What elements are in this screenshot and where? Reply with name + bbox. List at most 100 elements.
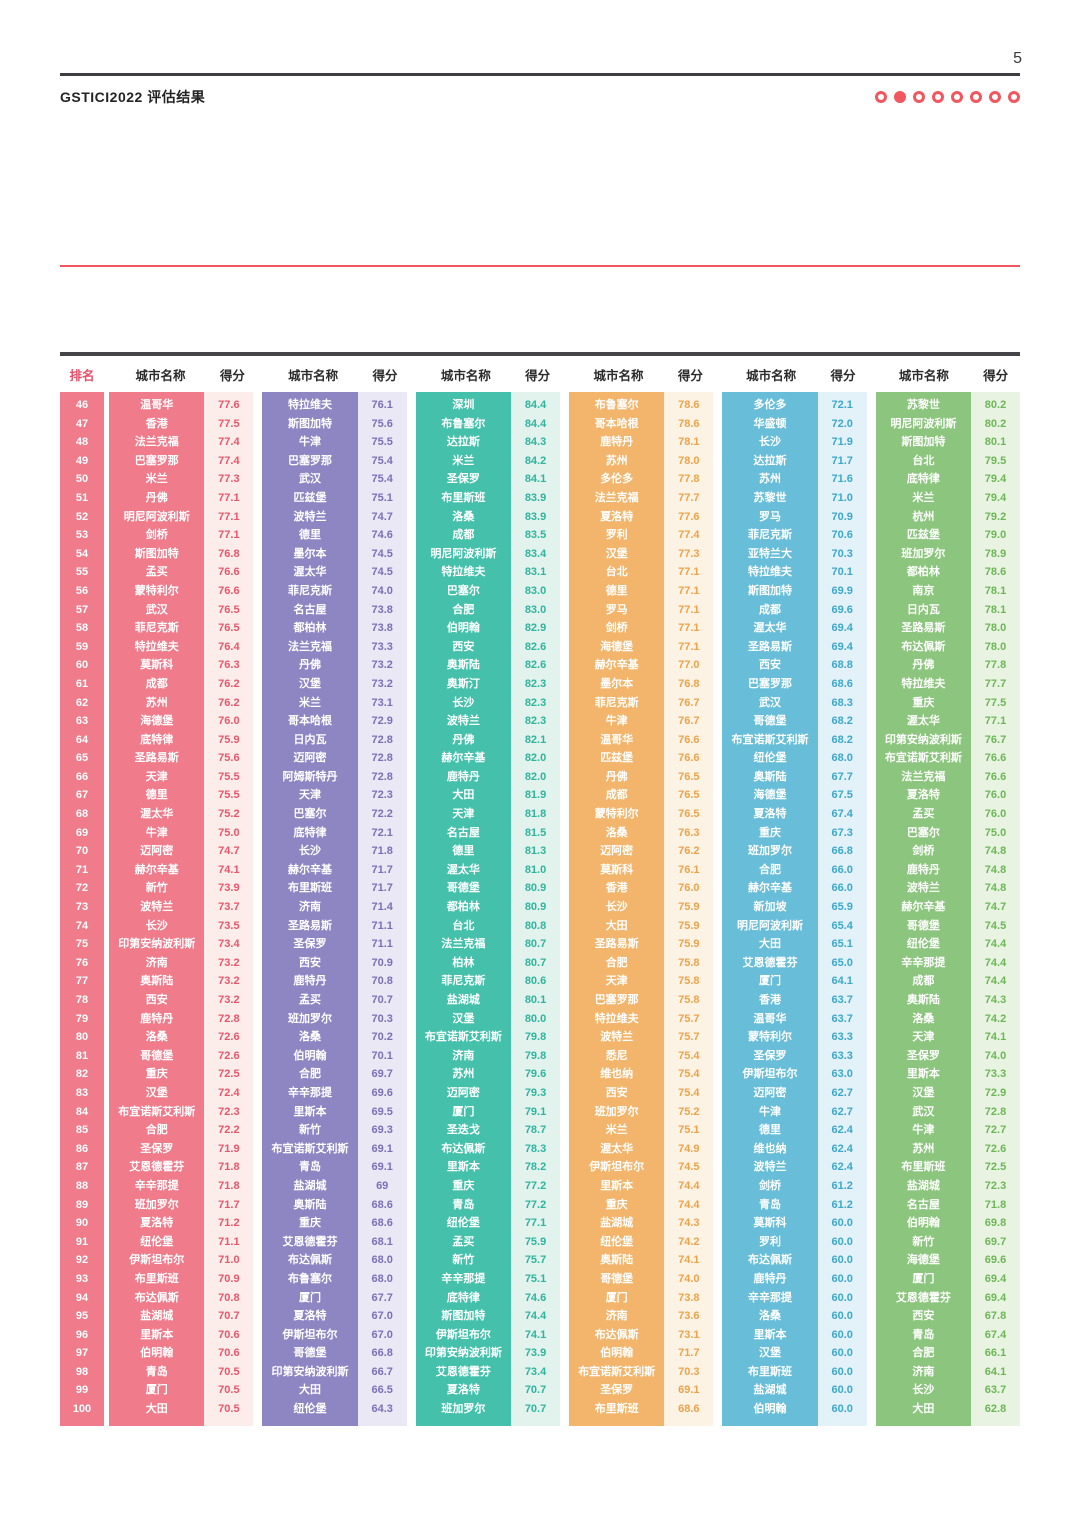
city-cell: 底特律 [140,733,174,746]
city-cell: 奥斯陆 [140,975,174,988]
rank-cell: 94 [75,1291,89,1304]
score-header: 得分 [525,368,551,383]
score-cell: 80.9 [524,901,547,914]
city-cell: 巴塞尔 [906,826,940,839]
city-cell: 名古屋 [293,603,327,616]
score-cell: 72.6 [984,1142,1007,1155]
score-cell: 68.2 [831,715,853,728]
score-cell: 75.1 [678,1124,700,1137]
city-cell: 罗利 [759,1235,782,1248]
city-cell: 多伦多 [600,473,634,486]
score-cell: 62.4 [831,1142,853,1155]
city-cell: 伯明翰 [446,622,480,635]
city-cell: 波特兰 [600,1031,634,1044]
city-cell: 哥德堡 [600,1272,634,1285]
city-cell: 布宜诺斯艾利斯 [271,1142,349,1155]
score-cell: 77.0 [678,659,700,672]
score-cell: 72.2 [218,1124,240,1137]
city-cell: 剑桥 [145,529,168,542]
score-cell: 68.8 [831,659,853,672]
score-cell: 75.7 [524,1254,547,1267]
city-cell: 布宜诺斯艾利斯 [731,733,809,746]
rank-cell: 54 [75,547,89,560]
city-cell: 大田 [759,938,782,951]
city-cell: 新竹 [299,1124,322,1137]
city-cell: 布鲁塞尔 [594,399,639,411]
city-cell: 夏洛特 [140,1217,174,1230]
city-cell: 夏洛特 [753,808,787,821]
score-cell: 68.6 [678,1403,700,1416]
city-cell: 厦门 [912,1272,935,1285]
score-cell: 60.0 [831,1365,853,1378]
score-cell: 69.6 [371,1086,393,1099]
city-cell: 汉堡 [452,1012,475,1025]
score-cell: 82.3 [524,715,547,728]
city-cell: 青岛 [452,1198,475,1211]
score-cell: 75.2 [678,1105,700,1118]
pagination-dot-active [894,91,906,103]
table-top-bar [60,352,1020,356]
city-cell: 特拉维夫 [594,1012,639,1025]
rank-cell: 81 [75,1049,89,1062]
city-cell: 布达佩斯 [134,1291,179,1304]
score-cell: 70.9 [831,510,853,523]
city-cell: 布里斯班 [901,1161,946,1174]
rank-cell: 60 [75,659,89,672]
score-cell: 75.5 [371,436,393,449]
score-cell: 74.2 [984,1012,1007,1025]
city-cell: 纽伦堡 [446,1217,480,1230]
city-cell: 重庆 [299,1217,322,1230]
score-cell: 77.6 [678,510,700,523]
city-cell: 合肥 [605,956,628,969]
city-cell: 里斯本 [293,1105,327,1118]
score-cell: 72.3 [218,1105,240,1118]
city-cell: 台北 [605,566,628,579]
score-cell: 70.5 [218,1403,240,1416]
score-cell: 70.8 [218,1291,240,1304]
score-cell: 67.3 [831,826,853,839]
city-cell: 赫尔辛基 [594,659,639,672]
score-cell: 73.5 [218,919,240,932]
city-cell: 德里 [452,845,475,858]
city-cell: 德里 [299,529,322,542]
score-cell: 73.3 [984,1068,1007,1081]
pagination-dots [875,91,1020,103]
score-cell: 76.7 [678,715,700,728]
city-cell: 重庆 [452,1179,475,1192]
city-cell: 圣保罗 [293,938,327,951]
city-cell: 鹿特丹 [446,770,480,783]
city-cell: 阿姆斯特丹 [282,770,338,783]
score-cell: 74.9 [678,1142,700,1155]
score-cell: 82.1 [524,733,547,746]
city-cell: 圣保罗 [140,1142,174,1155]
city-cell: 伊斯坦布尔 [435,1328,491,1341]
city-cell: 迈阿密 [753,1086,787,1099]
score-cell: 73.3 [371,640,393,653]
score-cell: 76.1 [678,863,700,876]
score-cell: 69.4 [831,640,853,653]
score-cell: 76.7 [678,696,700,709]
rank-cell: 67 [75,789,89,802]
city-cell: 洛桑 [145,1031,168,1044]
score-cell: 75.8 [678,975,700,988]
score-cell: 72.2 [371,808,393,821]
city-cell: 剑桥 [605,622,628,635]
city-cell: 苏州 [452,1068,475,1081]
city-cell: 鹿特丹 [753,1272,787,1285]
score-cell: 69.3 [371,1124,393,1137]
score-cell: 72.0 [831,417,853,430]
rank-cell: 58 [75,622,89,635]
header-group-3: 城市名称 得分 [409,365,562,384]
score-cell: 67.5 [831,789,853,802]
score-cell: 69.1 [371,1161,393,1174]
score-cell: 75.1 [524,1272,547,1285]
score-cell: 74.4 [524,1310,547,1323]
score-cell: 75.6 [218,752,240,765]
score-cell: 70.3 [371,1012,393,1025]
city-cell: 哥本哈根 [288,715,333,728]
city-cell: 合肥 [912,1347,935,1360]
city-cell: 孟买 [912,808,935,821]
city-cell: 武汉 [759,696,782,709]
table-body: 46 47 48 49 50 51 52 53 54 55 56 57 58 59 60 61 62 63 64 65… [60,392,1020,1426]
city-cell: 都柏林 [293,622,327,635]
